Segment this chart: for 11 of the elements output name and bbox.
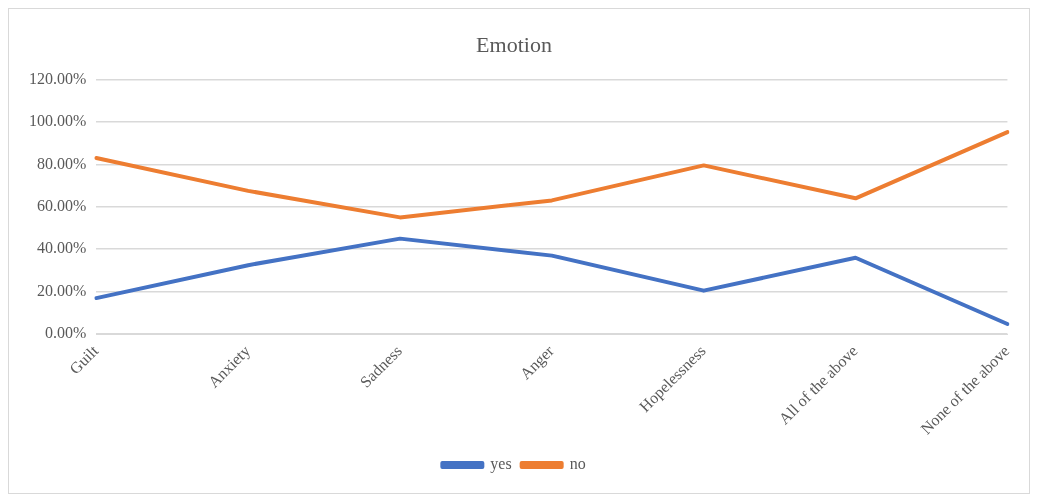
y-tick-label: 80.00% [37,154,87,172]
chart-title: Emotion [476,31,552,57]
y-tick-label: 20.00% [37,281,87,299]
legend-label: yes [490,455,512,474]
x-tick-label: Guilt [66,341,102,378]
legend-label: no [569,455,586,473]
y-tick-label: 100.00% [29,112,87,130]
y-tick-label: 0.00% [45,324,87,342]
y-tick-label: 60.00% [37,196,87,214]
y-tick-label: 120.00% [29,69,87,87]
y-tick-label: 40.00% [37,239,87,257]
